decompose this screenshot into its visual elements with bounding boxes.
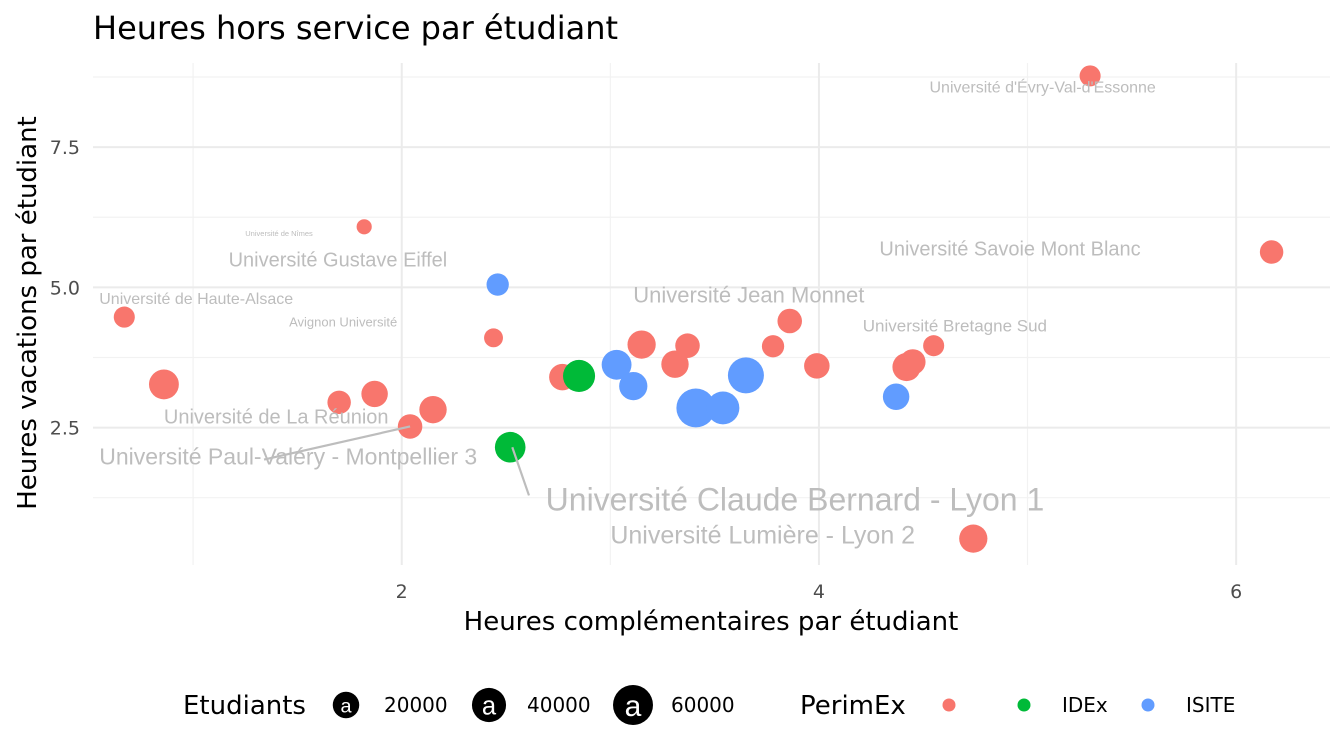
data-point <box>959 524 988 553</box>
point-label: Université de La Réunion <box>164 407 389 429</box>
data-point <box>361 380 388 408</box>
x-tick-label: 4 <box>813 581 825 603</box>
data-point <box>148 369 179 400</box>
point-label: Université Jean Monnet <box>633 283 864 308</box>
size-legend-label: 20000 <box>384 693 448 717</box>
svg-text:a: a <box>625 690 642 723</box>
chart-title: Heures hors service par étudiant <box>93 9 618 47</box>
data-point <box>619 371 648 401</box>
y-tick-label: 7.5 <box>50 137 80 159</box>
size-legend-title: Etudiants <box>183 691 306 721</box>
point-label: Université Claude Bernard - Lyon 1 <box>546 482 1045 518</box>
data-point <box>113 306 135 328</box>
y-tick-label: 2.5 <box>50 418 80 440</box>
data-point <box>484 328 503 348</box>
label-leader-line <box>511 446 531 496</box>
data-point <box>761 335 785 358</box>
x-tick-label: 6 <box>1230 581 1242 603</box>
point-label: Université de Nîmes <box>245 229 313 238</box>
point-label: Université Paul-Valéry - Montpellier 3 <box>99 444 477 470</box>
legend: Etudiants a 20000 a 40000 a 60000 PerimEx IDEx IS… <box>183 685 1235 725</box>
point-label: Université d'Évry-Val-d'Essonne <box>929 78 1155 97</box>
point-label: Avignon Université <box>289 315 397 330</box>
label-leader-line <box>263 425 411 461</box>
svg-text:a: a <box>340 695 352 717</box>
y-axis-title: Heures vacations par étudiant <box>13 116 43 510</box>
data-point <box>727 357 764 394</box>
size-legend-key: a <box>471 687 507 723</box>
y-tick-label: 5.0 <box>50 277 80 299</box>
data-point <box>494 431 526 463</box>
point-label: Université Bretagne Sud <box>863 317 1047 336</box>
data-point <box>661 350 689 378</box>
size-legend-label: 60000 <box>671 693 735 717</box>
data-point <box>627 330 656 359</box>
size-legend-label: 40000 <box>527 693 591 717</box>
color-legend-key <box>1141 698 1155 712</box>
data-point <box>777 308 802 334</box>
x-axis-title: Heures complémentaires par étudiant <box>464 607 959 637</box>
data-point <box>1259 240 1284 264</box>
data-point <box>676 388 716 428</box>
color-legend-label: IDEx <box>1062 693 1108 717</box>
data-point <box>923 335 945 357</box>
data-point <box>1079 65 1101 87</box>
data-point <box>327 390 351 415</box>
data-point <box>706 391 740 425</box>
point-label: Université Savoie Mont Blanc <box>879 238 1140 260</box>
color-legend-title: PerimEx <box>800 691 906 721</box>
data-point <box>419 395 447 424</box>
point-label: Université Gustave Eiffel <box>229 250 448 272</box>
data-point <box>675 333 700 358</box>
data-point <box>601 349 632 380</box>
data-point <box>562 359 596 393</box>
color-legend-label: ISITE <box>1186 693 1235 717</box>
point-label: Université Lumière - Lyon 2 <box>610 522 915 550</box>
grid <box>93 63 1330 565</box>
data-point <box>882 383 910 410</box>
data-point <box>356 219 372 235</box>
data-point <box>804 353 830 379</box>
data-point <box>900 349 926 375</box>
data-points <box>113 65 1284 553</box>
axis-ticks: 2 4 6 2.5 5.0 7.5 <box>50 137 1242 603</box>
size-legend-key: a <box>332 691 360 719</box>
svg-text:a: a <box>482 692 497 720</box>
x-tick-label: 2 <box>396 581 408 603</box>
color-legend-key <box>942 698 956 712</box>
point-label: Université de Haute-Alsace <box>99 291 293 308</box>
size-legend-key: a <box>613 685 653 725</box>
data-point <box>486 273 509 296</box>
color-legend-key <box>1017 698 1031 712</box>
point-labels: Université d'Évry-Val-d'Essonne Universit… <box>99 78 1156 550</box>
